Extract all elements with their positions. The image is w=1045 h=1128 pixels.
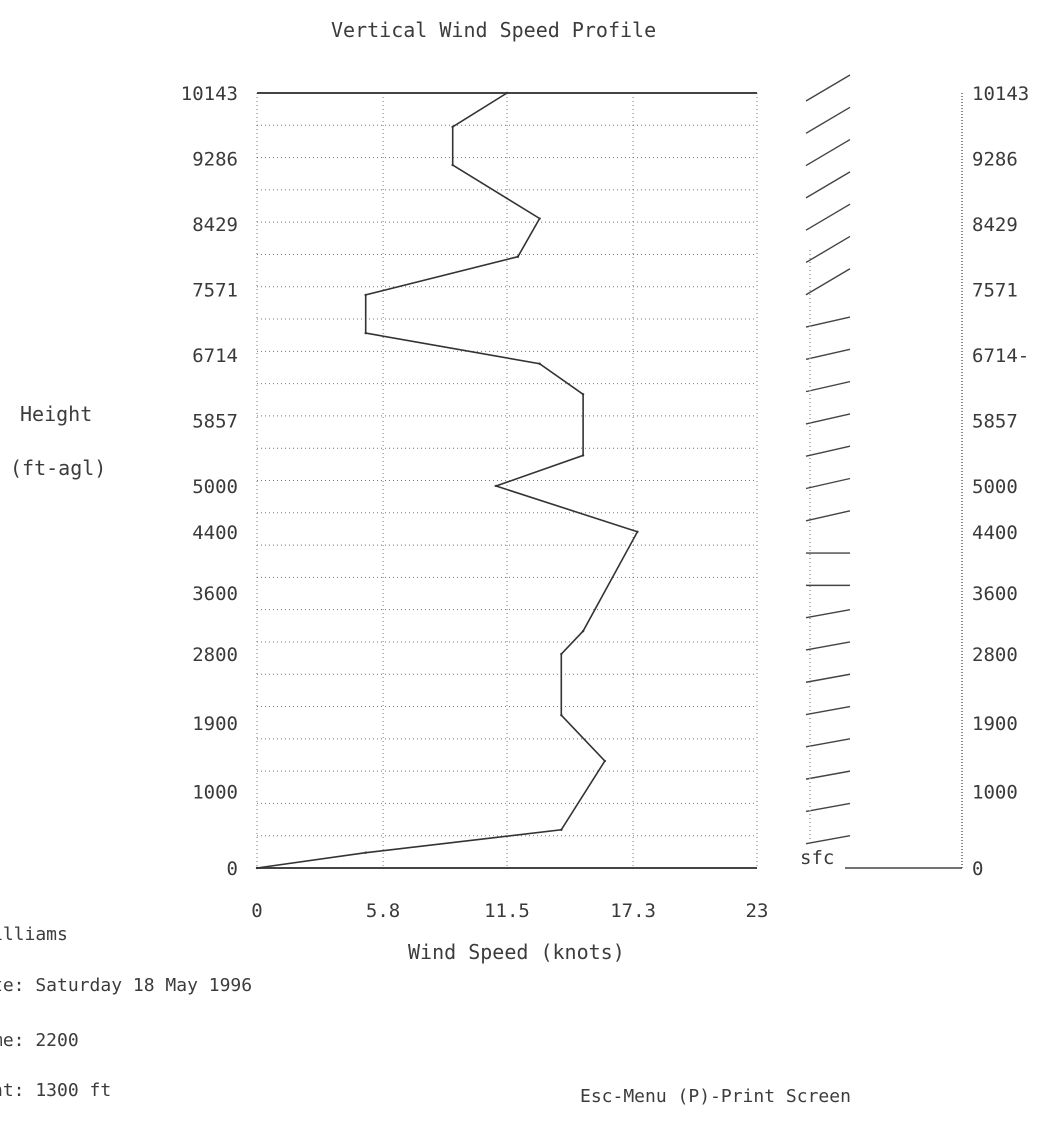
y-tick-label-right: 1900 xyxy=(972,713,1018,735)
wind-barb xyxy=(805,348,851,361)
info-name: illiams xyxy=(0,924,68,945)
wind-speed-profile-line xyxy=(256,92,639,869)
wind-speed-point xyxy=(364,851,367,854)
wind-barb xyxy=(805,106,851,134)
wind-barb xyxy=(805,413,851,425)
wind-barb xyxy=(805,608,851,619)
wind-barb xyxy=(805,268,851,296)
wind-speed-point xyxy=(581,393,585,396)
y-tick-label: 8429 xyxy=(192,214,238,236)
wind-barb xyxy=(805,770,851,780)
wind-speed-point xyxy=(364,293,367,297)
y-tick-label-right: 5857 xyxy=(972,410,1018,432)
y-tick-label-right: 10143 xyxy=(972,83,1029,105)
y-tick-label: 1900 xyxy=(192,713,238,735)
chart-title: Vertical Wind Speed Profile xyxy=(331,18,657,42)
wind-barb xyxy=(805,203,851,231)
wind-speed-point xyxy=(538,362,541,365)
wind-speed-point xyxy=(603,759,607,763)
y-axis-label: Height xyxy=(20,402,93,426)
y-tick-label-right: 5000 xyxy=(972,476,1018,498)
wind-speed-point xyxy=(516,255,520,258)
wind-speed-point xyxy=(538,217,541,220)
wind-speed-point xyxy=(560,652,563,656)
wind-speed-point xyxy=(451,125,454,129)
wind-speed-point xyxy=(560,713,563,717)
y-tick-label-right: 3600 xyxy=(972,583,1018,605)
y-tick-label: 6714 xyxy=(192,345,238,367)
y-axis-unit-label: (ft-agl) xyxy=(10,456,107,480)
info-time: me: 2200 xyxy=(0,1030,79,1051)
wind-barb xyxy=(805,171,851,199)
wind-speed-point xyxy=(505,91,509,95)
wind-speed-point xyxy=(494,484,498,488)
y-tick-label: 1000 xyxy=(192,782,238,804)
y-tick-label: 2800 xyxy=(192,644,238,666)
y-tick-label: 5000 xyxy=(192,476,238,498)
info-altitude: nt: 1300 ft xyxy=(0,1080,112,1101)
wind-speed-point xyxy=(636,530,639,534)
x-tick-label: 5.8 xyxy=(366,900,400,922)
wind-barb xyxy=(805,74,851,102)
y-tick-label-right: 2800 xyxy=(972,644,1018,666)
x-tick-label: 0 xyxy=(251,900,262,922)
wind-barb xyxy=(805,138,851,167)
wind-speed-point xyxy=(364,331,367,335)
y-tick-label-right: 7571 xyxy=(972,280,1018,302)
y-tick-label: 0 xyxy=(227,858,238,880)
wind-barb xyxy=(805,835,851,845)
y-tick-label-right: 1000 xyxy=(972,782,1018,804)
y-tick-label-right: 4400 xyxy=(972,522,1018,544)
wind-barb xyxy=(805,380,851,393)
wind-speed-point xyxy=(581,454,585,457)
wind-speed-point xyxy=(581,629,585,633)
wind-barb xyxy=(805,316,851,328)
wind-barb xyxy=(805,802,851,813)
y-tick-label: 3600 xyxy=(192,583,238,605)
y-tick-label-right: 9286 xyxy=(972,148,1018,170)
x-tick-label: 17.3 xyxy=(610,900,656,922)
y-tick-label: 10143 xyxy=(181,83,238,105)
wind-barb xyxy=(805,477,851,490)
y-tick-label: 5857 xyxy=(192,410,238,432)
info-date: te: Saturday 18 May 1996 xyxy=(0,975,253,996)
wind-speed-point xyxy=(451,163,454,167)
surface-label: sfc xyxy=(800,847,834,869)
wind-barb xyxy=(805,445,851,457)
y-tick-label: 4400 xyxy=(192,522,238,544)
wind-barb xyxy=(805,673,851,683)
y-tick-label-right: 0 xyxy=(972,858,983,880)
x-tick-label: 23 xyxy=(746,900,769,922)
x-tick-label: 11.5 xyxy=(484,900,530,922)
footer-keys-hint: Esc-Menu (P)-Print Screen xyxy=(580,1086,851,1107)
wind-barb xyxy=(805,235,851,264)
wind-speed-point xyxy=(560,828,563,831)
wind-barb xyxy=(805,738,851,748)
wind-barb xyxy=(805,510,851,522)
y-tick-label-right: 6714- xyxy=(972,345,1029,367)
y-tick-label: 9286 xyxy=(192,148,238,170)
y-tick-label-right: 8429 xyxy=(972,214,1018,236)
wind-barb xyxy=(805,641,851,651)
wind-barb xyxy=(805,705,851,716)
x-axis-label: Wind Speed (knots) xyxy=(408,940,625,964)
wind-speed-point xyxy=(255,866,259,870)
y-tick-label: 7571 xyxy=(192,280,238,302)
